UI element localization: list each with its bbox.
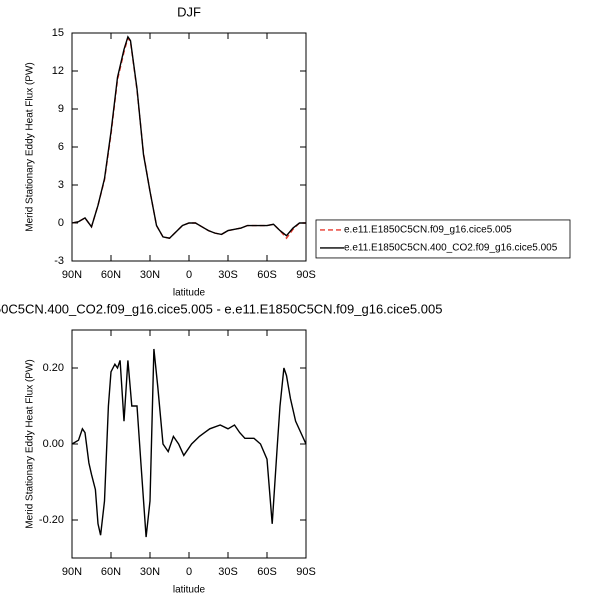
x-tick-label: 90N [62, 566, 82, 578]
plot-frame [71, 32, 307, 262]
x-tick-label: 30N [140, 269, 160, 281]
plot-frame [71, 329, 307, 559]
y-tick-label: 0 [58, 217, 64, 229]
x-tick-label: 30S [218, 269, 238, 281]
x-tick-label: 90S [296, 269, 316, 281]
y-tick-label: 3 [58, 179, 64, 191]
x-tick-label: 60N [101, 566, 121, 578]
chart-title: e.e11.E1850C5CN.400_CO2.f09_g16.cice5.00… [0, 301, 442, 316]
x-axis-label: latitude [173, 288, 206, 299]
x-tick-label: 30N [140, 566, 160, 578]
x-tick-label: 60S [257, 269, 277, 281]
y-tick-label: 6 [58, 141, 64, 153]
y-tick-label: -0.20 [39, 514, 64, 526]
x-tick-label: 30S [218, 566, 238, 578]
y-tick-label: 0.20 [43, 362, 64, 374]
y-tick-label: 12 [52, 65, 64, 77]
x-tick-label: 90S [296, 566, 316, 578]
x-tick-label: 0 [186, 269, 192, 281]
x-axis-label: latitude [173, 585, 206, 596]
x-tick-label: 0 [186, 566, 192, 578]
legend-box [315, 219, 571, 259]
legend-label: e.e11.E1850C5CN.f09_g16.cice5.005 [344, 225, 512, 236]
chart-title: DJF [177, 4, 201, 19]
y-tick-label: -3 [54, 255, 64, 267]
x-tick-label: 90N [62, 269, 82, 281]
x-tick-label: 60N [101, 269, 121, 281]
series-line [71, 36, 306, 240]
y-tick-label: 15 [52, 27, 64, 39]
series-line [71, 35, 306, 239]
x-tick-label: 60S [257, 566, 277, 578]
y-axis-label: Merid Stationary Eddy Heat Flux (PW) [25, 62, 36, 232]
y-tick-label: 0.00 [43, 438, 64, 450]
y-axis-label: Merid Stationary Eddy Heat Flux (PW) [25, 359, 36, 529]
legend-label: e.e11.E1850C5CN.400_CO2.f09_g16.cice5.00… [344, 243, 558, 254]
y-tick-label: 9 [58, 103, 64, 115]
series-line [71, 348, 307, 538]
